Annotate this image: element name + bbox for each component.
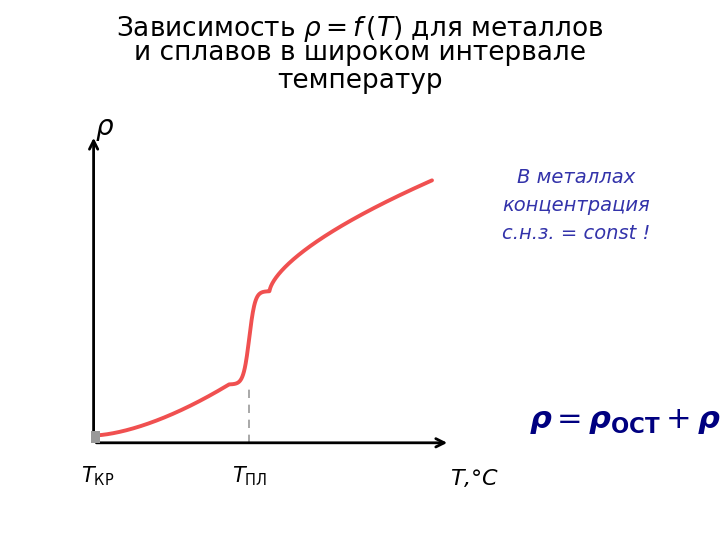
Text: Зависимость $\rho = f\,(T)$ для металлов: Зависимость $\rho = f\,(T)$ для металлов [116, 14, 604, 44]
Text: и сплавов в широком интервале: и сплавов в широком интервале [134, 40, 586, 66]
Text: температур: температур [277, 68, 443, 93]
Text: $T$,°C: $T$,°C [450, 467, 499, 489]
Text: В металлах
концентрация
с.н.з. = const !: В металлах концентрация с.н.з. = const ! [502, 168, 650, 242]
Bar [91, 431, 99, 443]
Text: $\boldsymbol{\rho} = \boldsymbol{\rho}_{\mathbf{ОСТ}} + \boldsymbol{\rho}_{\math: $\boldsymbol{\rho} = \boldsymbol{\rho}_{… [529, 407, 720, 436]
Text: $T_{\rm ПЛ}$: $T_{\rm ПЛ}$ [232, 464, 267, 488]
Text: $\rho$: $\rho$ [95, 115, 114, 143]
Text: $T_{\rm КР}$: $T_{\rm КР}$ [81, 464, 114, 488]
